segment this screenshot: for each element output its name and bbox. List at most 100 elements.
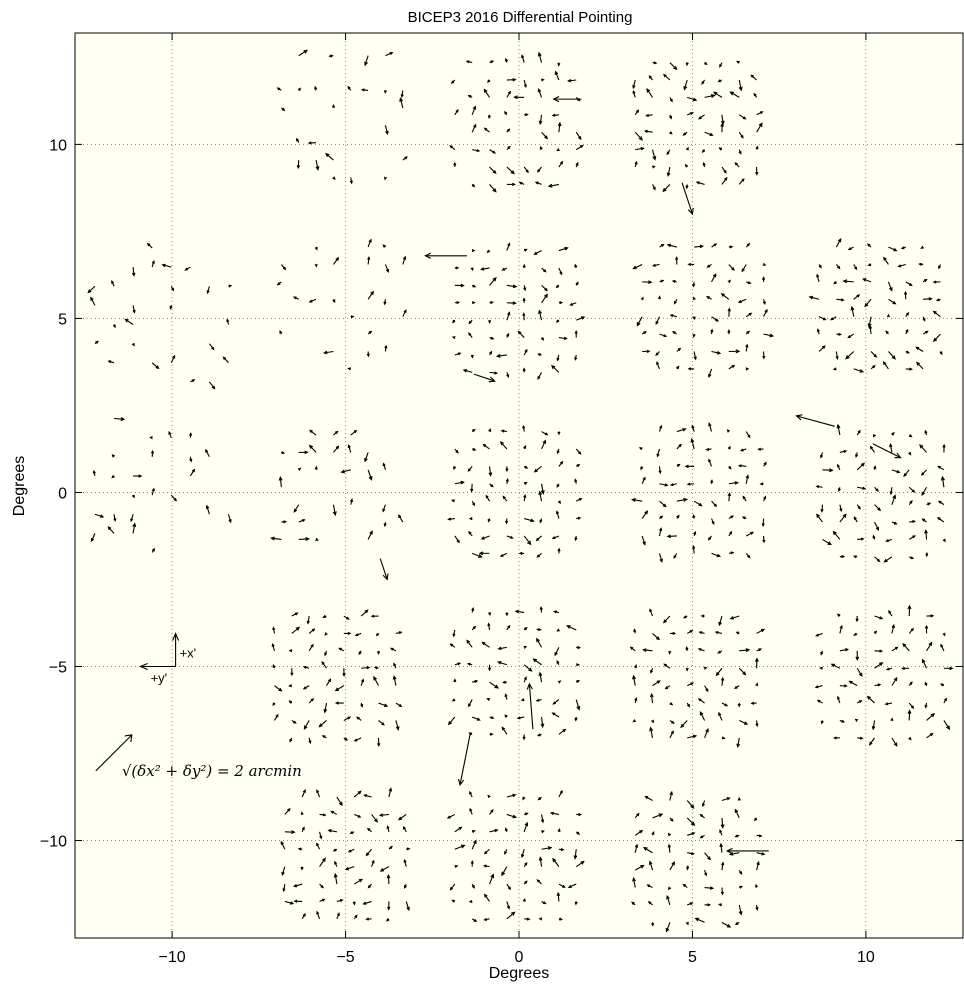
pointing-vector [870, 364, 876, 370]
orientation-inset: +x' +y' [139, 632, 197, 686]
pointing-vector [734, 834, 740, 838]
pointing-vector [745, 242, 751, 248]
pointing-vector [288, 649, 293, 653]
pointing-vector [558, 883, 566, 888]
pointing-vector [513, 95, 525, 100]
pointing-vector [468, 530, 473, 537]
pointing-vector [685, 667, 689, 672]
pointing-vector [538, 309, 543, 321]
pointing-vector [556, 891, 561, 902]
pointing-vector [293, 899, 303, 903]
pointing-vector [402, 255, 407, 265]
pointing-vector [523, 880, 528, 885]
pointing-vector [506, 883, 511, 891]
pointing-vector [835, 237, 842, 248]
pointing-vector [483, 848, 490, 855]
pointing-vector [820, 452, 824, 459]
pointing-vector [504, 693, 508, 700]
pointing-vector [574, 478, 578, 484]
pointing-vector [720, 293, 730, 300]
pointing-vector [874, 504, 882, 512]
pointing-vector [738, 114, 747, 120]
pointing-vector [111, 279, 115, 287]
pointing-vector [383, 176, 388, 181]
pointing-vector [454, 301, 461, 305]
pointing-vector [659, 243, 665, 248]
pointing-vector [700, 614, 705, 618]
pointing-vector [710, 328, 714, 335]
pointing-vector [920, 245, 924, 249]
pointing-vector [641, 510, 649, 519]
pointing-vector [468, 332, 473, 338]
pointing-vector [884, 702, 892, 706]
pointing-vector [471, 105, 477, 115]
pointing-vector [704, 728, 709, 739]
pointing-vector [454, 283, 465, 288]
scale-legend-text: √(δx² + δy²) = 2 arcmin [122, 762, 302, 780]
pointing-vector [575, 161, 579, 168]
x-prime-label: +x' [180, 646, 197, 661]
pointing-vector [308, 628, 316, 634]
pointing-vector [321, 660, 327, 669]
pointing-vector [487, 79, 491, 84]
pointing-vector [852, 555, 858, 559]
pointing-vector [151, 547, 155, 553]
pointing-vector [334, 701, 344, 705]
pointing-vector [698, 631, 705, 635]
pointing-vector [470, 860, 474, 867]
pointing-vector [816, 328, 820, 335]
pointing-vector [651, 165, 656, 169]
pointing-vector [367, 469, 373, 481]
pointing-vector [489, 716, 495, 720]
pointing-vector [332, 256, 340, 265]
pointing-vector [839, 504, 843, 513]
pointing-vector [541, 293, 548, 304]
pointing-vector [487, 794, 491, 799]
pointing-vector [371, 814, 379, 823]
pointing-vector [699, 813, 705, 819]
pointing-vector [697, 648, 705, 652]
pointing-vector [915, 361, 924, 370]
pointing-vector [704, 94, 716, 98]
pointing-vector [635, 146, 645, 151]
pointing-vector [925, 551, 929, 557]
pointing-vector [701, 800, 706, 808]
pointing-vector [652, 263, 660, 267]
pointing-vector [645, 113, 653, 117]
pointing-vector [469, 807, 473, 815]
pointing-vector [719, 829, 723, 836]
pointing-vector [547, 183, 559, 188]
pointing-vector [300, 811, 304, 816]
pointing-vector [667, 843, 671, 853]
pointing-vector [938, 264, 942, 270]
pointing-vector [334, 685, 345, 692]
pointing-vector [921, 658, 928, 669]
pointing-vector [867, 316, 872, 329]
pointing-vector [835, 351, 839, 360]
pointing-vector [669, 131, 673, 135]
pointing-vector [556, 483, 560, 488]
pointing-vector [671, 331, 678, 335]
pointing-vector [909, 556, 915, 560]
pointing-vector [676, 427, 687, 433]
pointing-vector [682, 131, 688, 136]
pointing-vector [332, 176, 336, 180]
pointing-vector [658, 466, 662, 475]
pointing-vector [575, 680, 580, 684]
pointing-vector [308, 697, 315, 704]
pointing-vector [506, 911, 516, 920]
pointing-vector [291, 719, 297, 724]
pointing-vector [737, 703, 741, 708]
pointing-vector [940, 475, 945, 488]
pointing-vector [649, 726, 654, 738]
pointing-vector [540, 814, 545, 824]
pointing-vector-large [473, 373, 496, 383]
pointing-vector [273, 713, 279, 721]
pointing-vector [468, 516, 473, 521]
pointing-vector [333, 872, 338, 885]
pointing-vector [471, 500, 476, 507]
pointing-vector [486, 697, 490, 701]
pointing-vector [633, 628, 637, 634]
pointing-vector [659, 500, 667, 508]
pointing-vector [734, 685, 740, 689]
